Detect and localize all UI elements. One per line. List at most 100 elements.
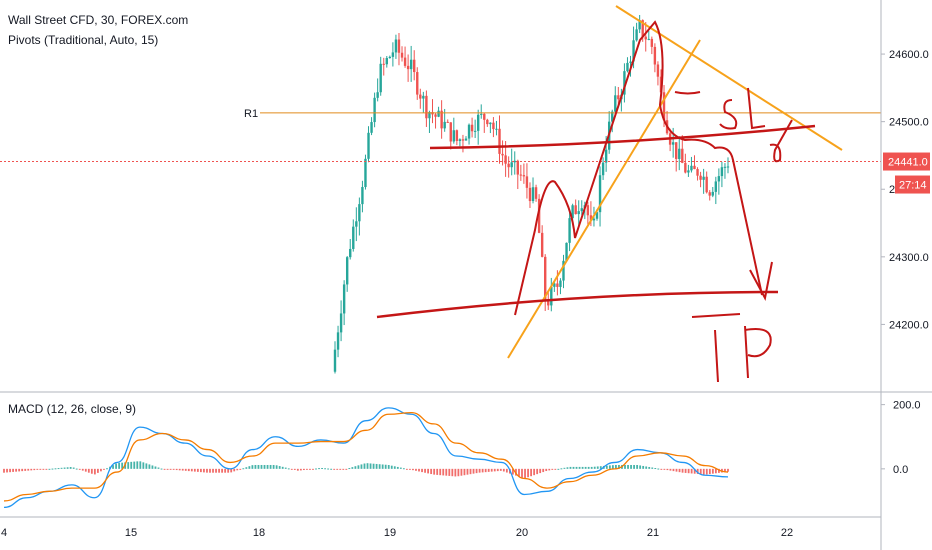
macd-histogram-bar	[357, 465, 360, 469]
candle-body	[550, 286, 553, 306]
macd-histogram-bar	[233, 468, 236, 472]
candle-body	[440, 110, 443, 129]
macd-histogram-bar	[106, 468, 108, 470]
macd-histogram-bar	[378, 464, 381, 469]
macd-histogram-bar	[590, 466, 593, 469]
candle-body	[492, 122, 495, 130]
candle-body	[531, 187, 535, 202]
macd-histogram-bar	[321, 467, 323, 469]
candle-body	[635, 29, 638, 41]
symbol-title[interactable]: Wall Street CFD, 30, FOREX.com	[8, 13, 188, 27]
macd-histogram-bar	[711, 468, 714, 474]
macd-histogram-bar	[708, 468, 711, 475]
macd-histogram-bar	[654, 468, 657, 470]
price-tick-label: 24500.0	[889, 117, 929, 129]
time-axis-ticks[interactable]: 4 15 18 19 20 21 22	[1, 527, 793, 539]
candle-body	[413, 59, 416, 73]
macd-histogram-bar	[142, 462, 145, 469]
macd-histogram-bar	[157, 467, 160, 469]
macd-histogram-bar	[566, 467, 569, 469]
macd-histogram-bar	[318, 468, 320, 470]
macd-histogram-bar	[660, 468, 663, 470]
candle-body	[513, 160, 516, 163]
candle-body	[565, 242, 568, 261]
macd-histogram-bar	[93, 468, 96, 475]
candle-body	[373, 97, 376, 123]
candle-body	[693, 165, 696, 170]
macd-histogram-bar	[605, 465, 608, 469]
macd-histogram-bar	[130, 461, 133, 469]
macd-histogram-bar	[518, 468, 520, 477]
macd-histogram-bar	[409, 468, 411, 470]
support-line	[376, 290, 779, 319]
macd-histogram-bar	[172, 468, 175, 470]
candle-body	[708, 192, 711, 196]
candle-body	[345, 257, 349, 285]
macd-histogram-bar	[369, 463, 372, 469]
sl-handwriting	[719, 87, 793, 163]
macd-histogram-bar	[448, 468, 451, 476]
macd-histogram-bar	[230, 468, 233, 473]
candle-body	[537, 198, 541, 233]
candle-body	[598, 175, 602, 213]
macd-histogram-bar	[48, 468, 51, 470]
macd-histogram-bar	[451, 468, 454, 477]
macd-histogram-bar	[112, 465, 114, 469]
macd-histogram-bar	[496, 468, 499, 472]
candle-body	[434, 114, 437, 117]
macd-histogram-bar	[663, 468, 666, 470]
candle-body	[675, 142, 678, 159]
candle-body	[726, 166, 730, 168]
macd-histogram-bar	[545, 468, 548, 472]
macd-histogram-bar	[584, 466, 587, 469]
macd-histogram-bar	[287, 468, 290, 470]
price-pane: R1	[0, 5, 881, 383]
candle-body	[647, 38, 650, 40]
macd-axis-ticks: 0.0 200.0	[881, 400, 921, 476]
macd-histogram-bar	[636, 464, 639, 469]
macd-indicator-label[interactable]: MACD (12, 26, close, 9)	[8, 402, 136, 416]
resistance-line	[429, 124, 816, 150]
macd-histogram-bar	[427, 468, 430, 474]
candle-body	[687, 170, 690, 173]
macd-histogram-bar	[515, 468, 517, 476]
price-axis[interactable]	[881, 0, 932, 550]
macd-histogram-bar	[699, 468, 702, 475]
macd-histogram-bar	[30, 468, 33, 471]
macd-histogram-bar	[6, 468, 8, 473]
candle-body	[571, 205, 574, 219]
candle-body	[671, 142, 675, 145]
macd-histogram-bar	[372, 463, 375, 469]
macd-histogram-bar	[393, 466, 396, 469]
macd-histogram-bar	[657, 468, 660, 470]
macd-histogram-bar	[639, 465, 642, 469]
macd-histogram-bar	[345, 468, 348, 470]
candle-body	[723, 166, 727, 168]
macd-histogram-bar	[569, 466, 572, 469]
candle-body	[592, 218, 596, 221]
macd-histogram-bar	[284, 467, 287, 469]
candle-body	[495, 128, 498, 130]
macd-histogram-bar	[12, 468, 14, 472]
pivots-indicator-label[interactable]: Pivots (Traditional, Auto, 15)	[8, 33, 158, 47]
macd-histogram-bar	[575, 466, 578, 469]
macd-histogram-bar	[242, 468, 245, 470]
macd-histogram-bar	[502, 468, 505, 472]
macd-histogram-bar	[466, 468, 469, 475]
projected-path	[514, 20, 763, 316]
macd-histogram-bar	[630, 464, 632, 469]
macd-histogram-bar	[315, 468, 317, 470]
macd-histogram-bar	[351, 467, 354, 469]
macd-histogram-bar	[690, 468, 693, 474]
candle-body	[717, 176, 721, 182]
macd-histogram-bar	[505, 468, 508, 473]
time-tick-label: 19	[384, 527, 396, 539]
macd-histogram-bar	[527, 468, 529, 478]
candle-body	[604, 149, 608, 163]
candle-body	[714, 181, 718, 192]
macd-histogram-bar	[254, 464, 257, 469]
macd-histogram-bar	[263, 464, 266, 469]
candle-body	[562, 260, 565, 281]
macd-histogram-bar	[339, 468, 342, 470]
macd-histogram-bar	[302, 468, 305, 471]
